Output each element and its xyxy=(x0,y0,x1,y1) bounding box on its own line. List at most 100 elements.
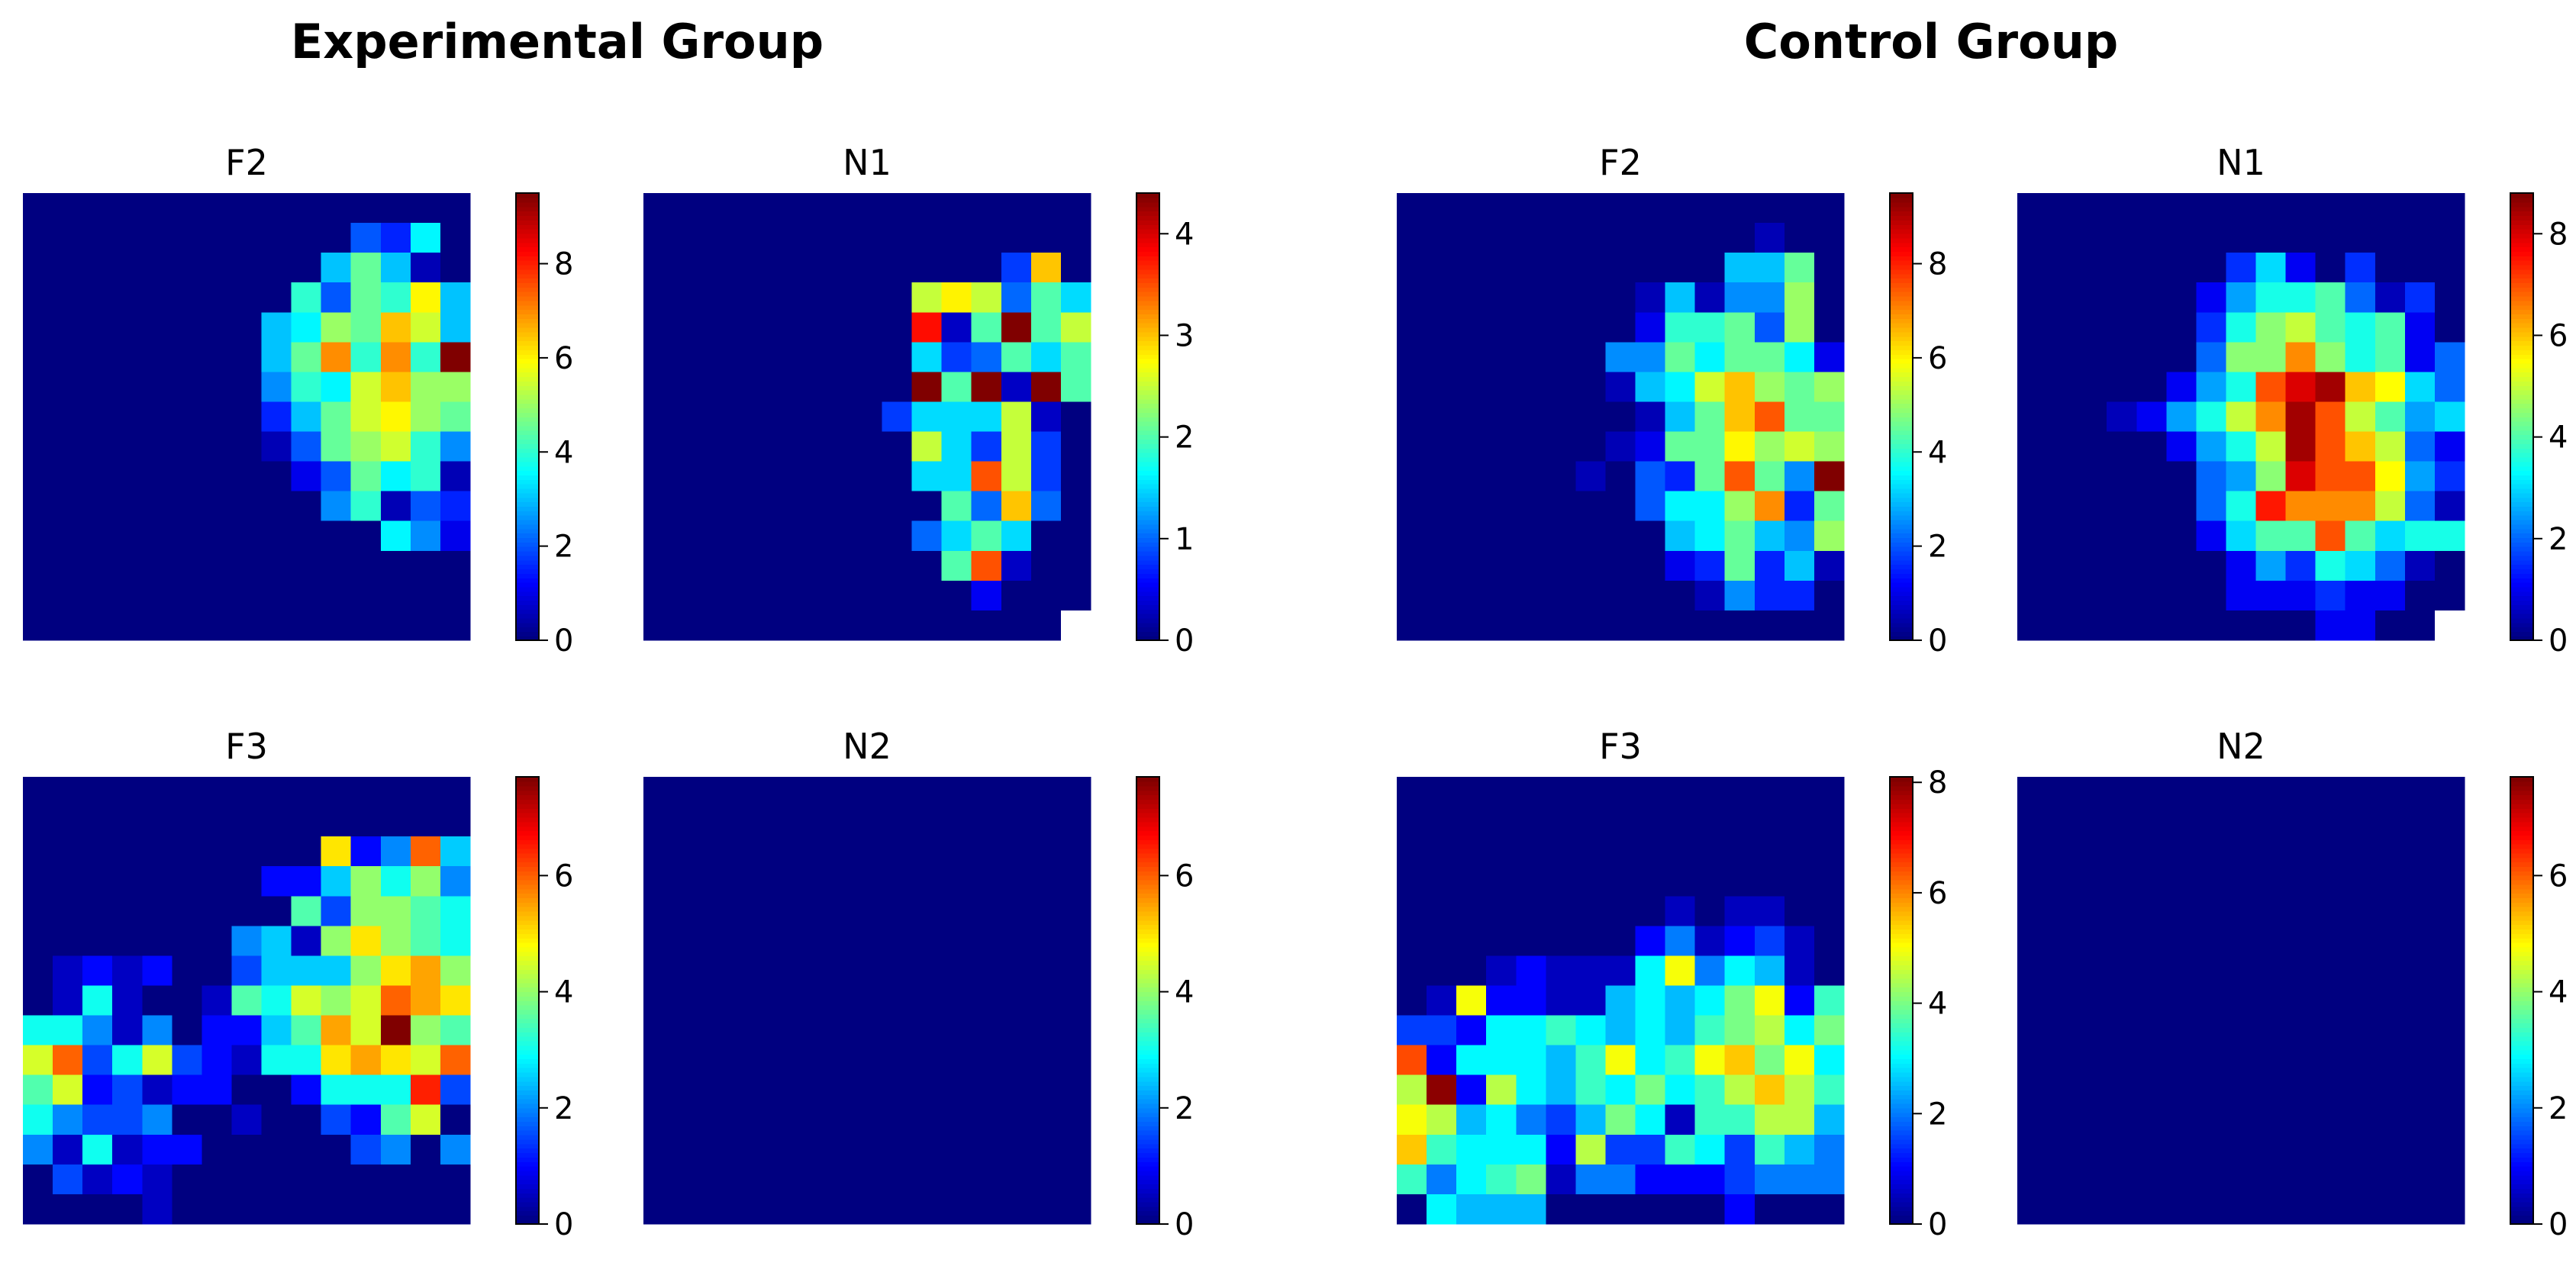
colorbar-segment xyxy=(1136,304,1159,311)
heatmap-cell xyxy=(1694,926,1726,956)
heatmap-cell xyxy=(410,836,441,867)
heatmap-cell xyxy=(1030,926,1062,956)
colorbar-segment xyxy=(516,910,539,916)
heatmap-cell xyxy=(53,1045,83,1076)
heatmap-cell xyxy=(1030,461,1062,492)
heatmap-cell xyxy=(2434,282,2465,313)
heatmap-cell xyxy=(1546,955,1576,987)
colorbar-tick-label: 0 xyxy=(2549,1207,2568,1242)
heatmap-cell xyxy=(1814,491,1845,522)
colorbar-segment xyxy=(1890,968,1913,974)
heatmap-cell xyxy=(1001,1104,1032,1136)
heatmap-cell xyxy=(971,520,1002,552)
colorbar-segment xyxy=(1890,1045,1913,1051)
heatmap-cell xyxy=(1427,580,1457,611)
colorbar-segment xyxy=(516,492,539,498)
heatmap-cell xyxy=(1001,431,1032,462)
heatmap-cell xyxy=(703,461,733,492)
heatmap-cell xyxy=(1060,223,1091,253)
colorbar-segment xyxy=(1890,920,1913,926)
heatmap-cell xyxy=(53,985,83,1016)
heatmap-cell xyxy=(1060,372,1091,403)
heatmap-cell xyxy=(2136,836,2167,867)
heatmap-cell xyxy=(1060,1074,1091,1106)
colorbar-segment xyxy=(1136,987,1159,993)
colorbar-segment xyxy=(1890,830,1913,836)
heatmap-cell xyxy=(2315,896,2346,926)
heatmap-cell xyxy=(291,193,322,224)
heatmap-cell xyxy=(852,342,883,372)
heatmap-cell xyxy=(1694,807,1726,837)
colorbar-tick-label: 0 xyxy=(1928,1207,1947,1242)
colorbar-segment xyxy=(516,920,539,926)
heatmap-cell xyxy=(2166,342,2197,372)
heatmap-cell xyxy=(2255,807,2287,837)
heatmap-cell xyxy=(2404,550,2436,581)
heatmap-cell xyxy=(1001,610,1032,641)
heatmap-cell xyxy=(1427,223,1457,253)
heatmap-cell xyxy=(2345,955,2376,987)
colorbar-segment xyxy=(2510,564,2533,570)
colorbar-segment xyxy=(1136,542,1159,547)
colorbar-segment xyxy=(1890,193,1913,198)
heatmap-cell xyxy=(2315,520,2346,552)
heatmap-cell xyxy=(2374,1104,2406,1136)
colorbar-segment xyxy=(516,1090,539,1095)
colorbar-segment xyxy=(2510,350,2533,355)
heatmap-cell xyxy=(1754,193,1785,224)
heatmap-cell xyxy=(261,1104,292,1136)
colorbar-segment xyxy=(1136,781,1159,787)
colorbar-segment xyxy=(2510,600,2533,605)
colorbar-segment xyxy=(516,269,539,275)
colorbar-segment xyxy=(1136,246,1159,252)
colorbar-segment xyxy=(1890,591,1913,597)
heatmap-cell xyxy=(1665,342,1696,372)
heatmap-cell xyxy=(2434,896,2465,926)
heatmap-cell xyxy=(643,777,674,807)
heatmap-cell xyxy=(852,223,883,253)
heatmap-cell xyxy=(2374,520,2406,552)
heatmap-cell xyxy=(1754,896,1785,926)
colorbar-segment xyxy=(516,1094,539,1100)
colorbar-segment xyxy=(1890,879,1913,885)
heatmap-cell xyxy=(762,282,793,313)
experimental-group-title: Experimental Group xyxy=(290,14,824,69)
heatmap-cell xyxy=(2434,491,2465,522)
heatmap-cell xyxy=(2404,461,2436,492)
heatmap-cell xyxy=(380,1164,411,1195)
heatmap-cell xyxy=(2166,896,2197,926)
colorbar-segment xyxy=(516,456,539,462)
heatmap-cell xyxy=(1427,955,1457,987)
heatmap-cell xyxy=(1575,372,1607,403)
colorbar-segment xyxy=(2510,475,2533,480)
heatmap-cell xyxy=(1030,777,1062,807)
heatmap-cell xyxy=(673,223,704,253)
heatmap-cell xyxy=(2166,777,2197,807)
heatmap-cell xyxy=(2107,1194,2137,1225)
heatmap-cell xyxy=(1030,1015,1062,1046)
heatmap-cell xyxy=(1724,491,1755,522)
heatmap-cell xyxy=(1784,253,1815,283)
colorbar-segment xyxy=(2510,1045,2533,1051)
colorbar-segment xyxy=(1136,475,1159,480)
colorbar-segment xyxy=(2510,1013,2533,1020)
heatmap-cell xyxy=(2285,342,2316,372)
colorbar-segment xyxy=(516,1032,539,1037)
heatmap-cell xyxy=(1456,401,1487,433)
heatmap-cell xyxy=(1665,1134,1696,1165)
heatmap-cell xyxy=(733,401,763,433)
heatmap-cell xyxy=(1486,836,1517,867)
heatmap-cell xyxy=(882,1194,913,1225)
heatmap-cell xyxy=(822,461,853,492)
colorbar-segment xyxy=(516,340,539,346)
heatmap-cell xyxy=(2047,372,2078,403)
heatmap-cell xyxy=(1575,431,1607,462)
colorbar-segment xyxy=(1136,461,1159,467)
colorbar-segment xyxy=(2510,492,2533,498)
heatmap-cell xyxy=(291,1015,322,1046)
heatmap-cell xyxy=(822,777,853,807)
colorbar-segment xyxy=(1890,1179,1913,1185)
heatmap-cell xyxy=(971,431,1002,462)
colorbar-segment xyxy=(2510,412,2533,417)
heatmap-cell xyxy=(2047,836,2078,867)
